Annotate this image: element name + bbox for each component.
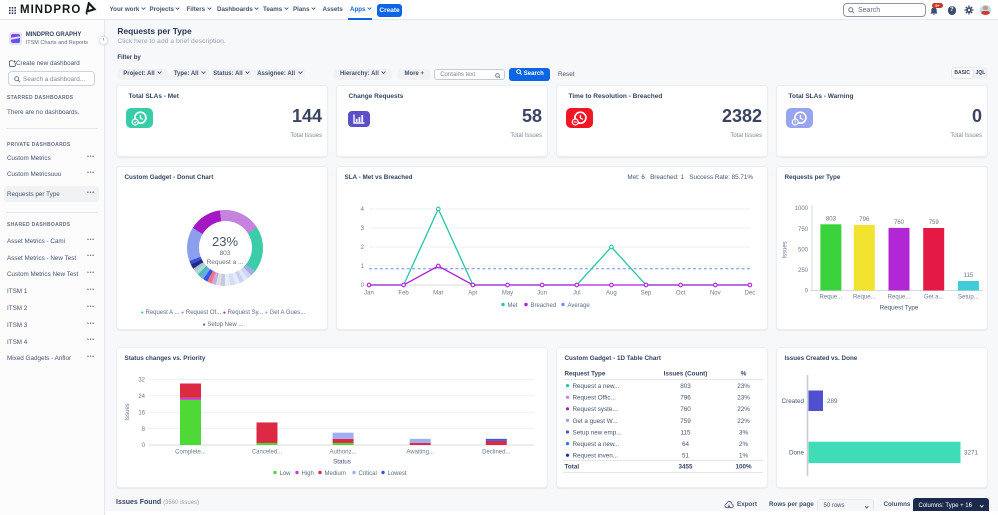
svg-text:22%: 22%: [737, 418, 750, 425]
svg-text:23%: 23%: [737, 383, 750, 390]
svg-text:Request Type: Request Type: [565, 371, 606, 378]
svg-text:Request syste...: Request syste...: [573, 406, 618, 413]
svg-text:Request Type: Request Type: [880, 305, 919, 312]
svg-text:Met: Met: [508, 303, 518, 309]
svg-text:750: 750: [798, 227, 809, 233]
svg-text:Jul: Jul: [573, 291, 581, 297]
svg-text:1000: 1000: [795, 206, 809, 212]
svg-text:Complete...: Complete...: [175, 450, 206, 456]
svg-text:Get a guest W...: Get a guest W...: [573, 418, 618, 425]
svg-text:Get a...: Get a...: [924, 295, 944, 301]
svg-text:High: High: [302, 471, 314, 477]
svg-text:Request inven...: Request inven...: [573, 453, 619, 460]
svg-text:32: 32: [138, 378, 145, 384]
svg-text:796: 796: [859, 217, 870, 223]
svg-text:May: May: [502, 291, 513, 297]
svg-text:803: 803: [680, 383, 691, 390]
svg-text:%: %: [741, 371, 747, 378]
svg-text:Sep: Sep: [641, 291, 652, 297]
svg-text:Feb: Feb: [398, 291, 409, 297]
svg-text:Total: Total: [565, 464, 580, 471]
svg-text:3271: 3271: [964, 450, 979, 457]
svg-text:Canceled...: Canceled...: [252, 450, 283, 456]
svg-text:0: 0: [805, 289, 809, 295]
svg-text:Medium: Medium: [325, 471, 346, 477]
svg-text:Created: Created: [782, 398, 805, 405]
svg-text:3%: 3%: [739, 429, 749, 436]
svg-text:Nov: Nov: [710, 291, 721, 297]
svg-text:22%: 22%: [737, 406, 750, 413]
svg-text:Setup...: Setup...: [958, 295, 979, 301]
svg-text:Mar: Mar: [433, 291, 443, 297]
svg-text:Average: Average: [568, 303, 591, 309]
svg-text:Issues (Count): Issues (Count): [664, 371, 708, 378]
svg-text:760: 760: [680, 406, 691, 413]
svg-text:115: 115: [964, 273, 974, 279]
svg-text:Low: Low: [280, 471, 292, 477]
svg-text:100%: 100%: [735, 464, 752, 471]
svg-text:0: 0: [361, 283, 365, 289]
svg-text:1: 1: [361, 264, 365, 270]
svg-text:51: 51: [682, 453, 690, 460]
svg-text:23%: 23%: [737, 395, 750, 402]
svg-text:759: 759: [680, 418, 691, 425]
svg-text:Done: Done: [789, 450, 805, 457]
svg-text:Jun: Jun: [537, 291, 547, 297]
svg-text:Request a new...: Request a new...: [573, 383, 620, 390]
svg-text:1%: 1%: [739, 453, 749, 460]
svg-text:Issues: Issues: [125, 403, 131, 420]
svg-text:759: 759: [929, 220, 940, 226]
svg-text:Oct: Oct: [676, 291, 686, 297]
svg-text:Declined...: Declined...: [482, 450, 511, 456]
svg-text:Critical: Critical: [359, 471, 377, 477]
svg-text:Breached: Breached: [531, 303, 557, 309]
svg-text:16: 16: [138, 410, 145, 416]
svg-text:Reque...: Reque...: [888, 295, 911, 301]
svg-text:4: 4: [361, 207, 365, 213]
svg-text:Reque...: Reque...: [853, 295, 876, 301]
svg-text:2: 2: [361, 245, 365, 251]
svg-text:0: 0: [142, 443, 146, 449]
svg-text:Dec: Dec: [745, 291, 756, 297]
svg-text:Reque...: Reque...: [820, 295, 843, 301]
svg-text:250: 250: [798, 268, 809, 274]
svg-text:Status: Status: [333, 459, 351, 466]
svg-text:760: 760: [894, 220, 905, 226]
svg-text:2%: 2%: [739, 441, 749, 448]
svg-text:Awaiting...: Awaiting...: [406, 450, 434, 456]
svg-text:Request a new...: Request a new...: [573, 441, 620, 448]
svg-text:796: 796: [680, 395, 691, 402]
svg-text:3: 3: [361, 226, 365, 232]
svg-text:Aug: Aug: [606, 291, 617, 297]
svg-text:Apr: Apr: [468, 291, 477, 297]
svg-text:Issues: Issues: [783, 241, 789, 258]
svg-text:Authoriz...: Authoriz...: [329, 450, 356, 456]
svg-text:24: 24: [138, 394, 145, 400]
svg-text:64: 64: [682, 441, 690, 448]
svg-text:Jan: Jan: [364, 291, 374, 297]
svg-text:Setup new emp...: Setup new emp...: [573, 429, 622, 436]
svg-text:Lowest: Lowest: [388, 471, 407, 477]
svg-text:289: 289: [827, 398, 838, 405]
svg-text:803: 803: [826, 216, 837, 222]
svg-text:8: 8: [142, 427, 146, 433]
svg-text:115: 115: [680, 429, 691, 436]
svg-text:3455: 3455: [678, 464, 693, 471]
svg-text:500: 500: [798, 247, 809, 253]
svg-text:Request Offic...: Request Offic...: [573, 395, 617, 402]
